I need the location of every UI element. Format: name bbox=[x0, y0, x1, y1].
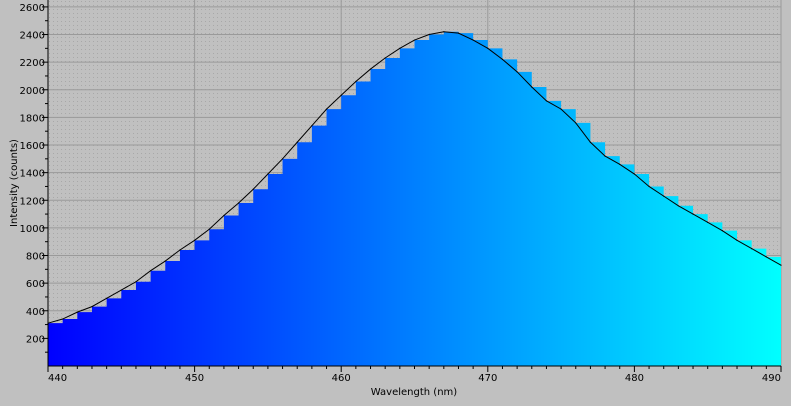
data-point bbox=[399, 47, 401, 49]
y-tick-label: 200 bbox=[26, 334, 45, 345]
y-tick-label: 800 bbox=[26, 252, 45, 263]
axis-layer bbox=[42, 0, 782, 372]
data-point bbox=[281, 158, 284, 160]
data-point bbox=[164, 260, 166, 262]
y-tick-label: 400 bbox=[26, 307, 45, 318]
x-axis-title: Wavelength (nm) bbox=[371, 387, 457, 398]
x-tick-label: 460 bbox=[332, 373, 351, 384]
data-point bbox=[311, 125, 313, 127]
y-tick-label: 1800 bbox=[20, 113, 45, 124]
x-tick-label: 450 bbox=[185, 373, 204, 384]
data-point bbox=[487, 47, 489, 49]
y-axis-title: Intensity (counts) bbox=[9, 139, 20, 227]
data-point bbox=[296, 141, 298, 143]
data-point bbox=[633, 173, 636, 175]
data-point bbox=[619, 163, 621, 165]
data-point bbox=[531, 86, 533, 88]
data-point bbox=[135, 281, 137, 283]
data-point bbox=[369, 68, 372, 70]
data-point bbox=[677, 205, 679, 207]
y-tick-label: 2200 bbox=[20, 58, 45, 69]
data-point bbox=[194, 239, 196, 241]
spectrum-area bbox=[48, 31, 781, 366]
data-point bbox=[384, 57, 386, 59]
x-tick-label: 490 bbox=[762, 373, 781, 384]
data-point bbox=[106, 297, 108, 299]
data-point bbox=[91, 306, 93, 308]
area-layer bbox=[48, 31, 781, 366]
y-tick-label: 1000 bbox=[20, 224, 45, 235]
data-point bbox=[457, 32, 460, 34]
y-tick-label: 600 bbox=[26, 279, 45, 290]
data-point bbox=[765, 256, 767, 258]
data-point bbox=[780, 264, 782, 266]
data-point bbox=[237, 202, 240, 204]
data-point bbox=[223, 214, 225, 217]
data-point bbox=[589, 141, 592, 143]
data-point bbox=[252, 188, 254, 190]
data-point bbox=[325, 108, 328, 110]
data-point bbox=[751, 248, 753, 250]
y-tick-label: 2600 bbox=[20, 3, 45, 14]
data-point bbox=[62, 318, 64, 320]
data-point bbox=[560, 108, 562, 110]
data-point bbox=[721, 230, 723, 232]
y-tick-label: 2000 bbox=[20, 86, 45, 97]
data-point bbox=[208, 228, 210, 230]
data-point bbox=[736, 239, 738, 241]
data-point bbox=[428, 33, 430, 36]
line-layer bbox=[47, 31, 782, 324]
data-point bbox=[545, 100, 548, 102]
y-tick-label: 2400 bbox=[20, 31, 45, 42]
data-point bbox=[340, 94, 342, 96]
tick-label-layer: 440 450 460 470 480 490 200 400 600 800 1000 1200 14… bbox=[20, 3, 781, 384]
data-point bbox=[472, 39, 474, 41]
data-point bbox=[179, 249, 181, 251]
y-tick-label: 1400 bbox=[20, 169, 45, 180]
data-point bbox=[150, 270, 152, 272]
data-point bbox=[501, 58, 504, 60]
data-point bbox=[120, 289, 122, 291]
data-point bbox=[443, 31, 445, 33]
data-point bbox=[604, 155, 606, 157]
data-point bbox=[516, 71, 518, 73]
data-point bbox=[648, 185, 650, 188]
data-point bbox=[575, 122, 577, 124]
y-tick-label: 1600 bbox=[20, 141, 45, 152]
data-point bbox=[355, 80, 357, 83]
x-tick-label: 480 bbox=[625, 373, 644, 384]
data-point bbox=[692, 213, 694, 215]
data-point bbox=[76, 311, 78, 313]
x-tick-label: 440 bbox=[48, 373, 67, 384]
y-tick-label: 1200 bbox=[20, 196, 45, 207]
data-point bbox=[663, 195, 665, 197]
data-point bbox=[707, 221, 709, 223]
data-point bbox=[267, 173, 269, 175]
x-tick-label: 470 bbox=[478, 373, 497, 384]
data-point bbox=[413, 39, 416, 41]
